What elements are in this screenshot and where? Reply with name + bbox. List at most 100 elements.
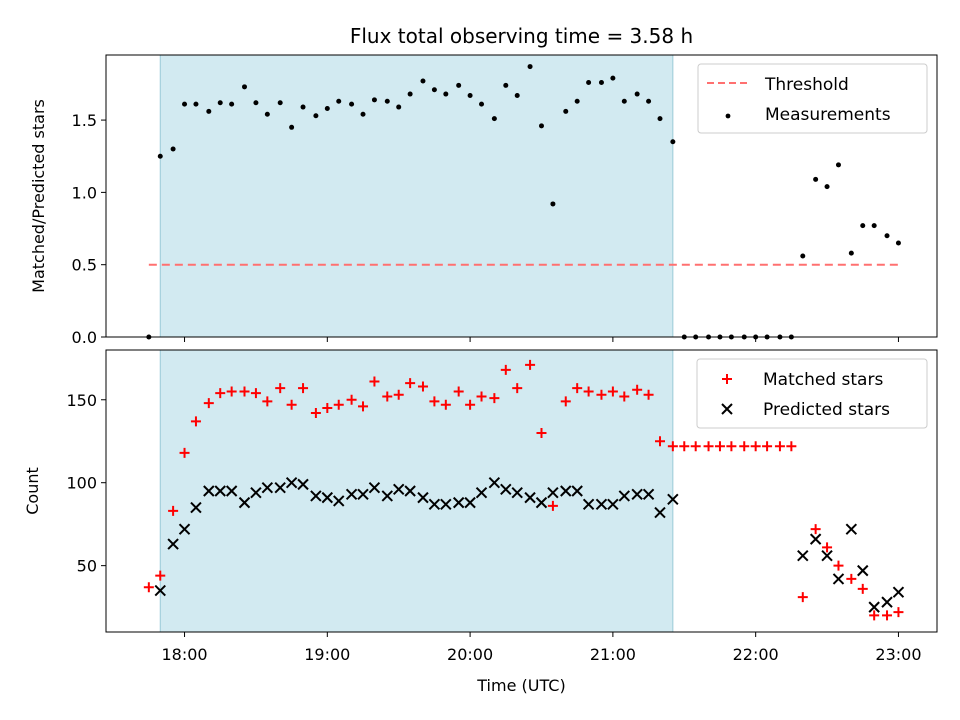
- top-legend-box: [697, 63, 928, 134]
- measurement-point: [217, 100, 223, 106]
- measurement-point: [467, 92, 473, 98]
- matched-star-point: [275, 383, 286, 394]
- predicted-star-point: [797, 549, 809, 562]
- measurement-point: [360, 111, 366, 117]
- measurement-point: [300, 104, 306, 110]
- top-measurement-points: [146, 64, 901, 340]
- matched-star-point: [346, 394, 357, 405]
- matched-star-point: [262, 396, 273, 407]
- matched-star-point: [525, 359, 536, 370]
- predicted-star-point: [238, 496, 251, 509]
- predicted-star-point: [345, 488, 358, 501]
- measurement-point: [670, 139, 676, 145]
- predicted-star-point: [595, 498, 608, 510]
- measurement-point: [253, 100, 259, 106]
- predicted-star-point: [488, 476, 501, 489]
- measurement-point: [824, 184, 830, 190]
- bottom-y-tick-label: 150: [66, 391, 97, 410]
- bottom-plot-frame: [105, 349, 938, 633]
- measurement-point: [514, 92, 520, 98]
- matched-star-point: [869, 610, 880, 621]
- matched-star-point: [822, 542, 833, 553]
- matched-star-point: [607, 386, 618, 397]
- matched-star-point: [155, 570, 166, 581]
- predicted-star-point: [868, 601, 880, 613]
- matched-star-point: [762, 441, 773, 452]
- bottom-legend: Matched stars Predicted stars: [696, 358, 928, 429]
- top-legend-threshold-label: Threshold: [764, 75, 849, 95]
- measurement-point: [813, 176, 819, 182]
- measurement-point: [206, 108, 212, 114]
- measurement-point: [550, 201, 556, 207]
- bottom-legend-predicted-swatch: [721, 403, 733, 415]
- top-y-axis-label: Matched/Predicted stars: [29, 99, 48, 293]
- predicted-star-point: [857, 564, 869, 577]
- measurement-point: [538, 123, 544, 129]
- predicted-star-point: [297, 478, 309, 491]
- matched-star-point: [286, 399, 297, 410]
- matched-star-point: [382, 391, 393, 402]
- matched-star-point: [190, 416, 201, 427]
- predicted-star-point: [203, 485, 215, 497]
- predicted-star-point: [357, 488, 369, 501]
- measurement-point: [621, 98, 627, 104]
- predicted-star-point: [654, 506, 666, 519]
- predicted-star-point: [667, 493, 679, 506]
- predicted-star-point: [500, 483, 512, 496]
- measurement-point: [848, 250, 854, 256]
- predicted-star-point: [535, 496, 548, 509]
- matched-star-point: [203, 398, 214, 409]
- measurement-point: [574, 98, 580, 104]
- top-legend-measurement-swatch: [725, 113, 731, 119]
- predicted-star-point: [250, 486, 262, 499]
- predicted-star-point: [310, 490, 322, 502]
- measurement-point: [157, 153, 163, 159]
- matched-star-point: [179, 447, 190, 458]
- predicted-star-point: [428, 498, 441, 510]
- measurement-point: [800, 253, 806, 259]
- bottom-x-axis: 18:00 19:00 20:00 21:00 22:00 23:00: [161, 632, 922, 664]
- matched-star-point: [714, 441, 725, 452]
- matched-star-point: [250, 388, 261, 399]
- predicted-star-point: [642, 488, 655, 501]
- predicted-star-point: [417, 491, 429, 504]
- x-tick-label: 22:00: [733, 645, 779, 664]
- predicted-star-point: [392, 483, 405, 496]
- measurement-point: [420, 78, 426, 84]
- top-y-tick-label: 0.0: [72, 328, 97, 347]
- matched-star-point: [322, 403, 333, 414]
- matched-star-point: [512, 383, 523, 394]
- bottom-y-tick-label: 100: [66, 474, 97, 493]
- measurement-point: [349, 101, 355, 107]
- predicted-star-point: [881, 596, 893, 608]
- measurement-point: [407, 91, 413, 97]
- measurement-point: [860, 223, 866, 229]
- measurement-point: [884, 233, 890, 239]
- measurement-point: [229, 101, 235, 107]
- matched-star-point: [619, 391, 630, 402]
- bottom-legend-matched-label: Matched stars: [763, 370, 883, 390]
- measurement-point: [182, 101, 188, 107]
- matched-star-point: [739, 441, 750, 452]
- predicted-star-point: [618, 490, 631, 502]
- measurement-point: [242, 84, 247, 90]
- top-shaded-region: [159, 54, 674, 338]
- measurement-point: [598, 79, 604, 85]
- matched-star-point: [547, 500, 558, 511]
- matched-star-point: [453, 386, 464, 397]
- predicted-star-point: [154, 584, 166, 597]
- measurement-point: [384, 98, 390, 104]
- predicted-star-point: [333, 495, 345, 507]
- bottom-y-tick-label: 50: [77, 557, 97, 576]
- matched-star-point: [667, 441, 678, 452]
- top-y-tick-label: 1.5: [72, 111, 97, 130]
- matched-star-point: [333, 399, 344, 410]
- top-legend: Threshold Measurements: [697, 63, 928, 134]
- matched-star-point: [726, 441, 737, 452]
- top-plot-frame: [105, 54, 938, 338]
- measurement-point: [586, 79, 592, 85]
- matched-star-point: [429, 396, 440, 407]
- bottom-matched-points: [143, 359, 904, 621]
- measurement-point: [443, 91, 449, 97]
